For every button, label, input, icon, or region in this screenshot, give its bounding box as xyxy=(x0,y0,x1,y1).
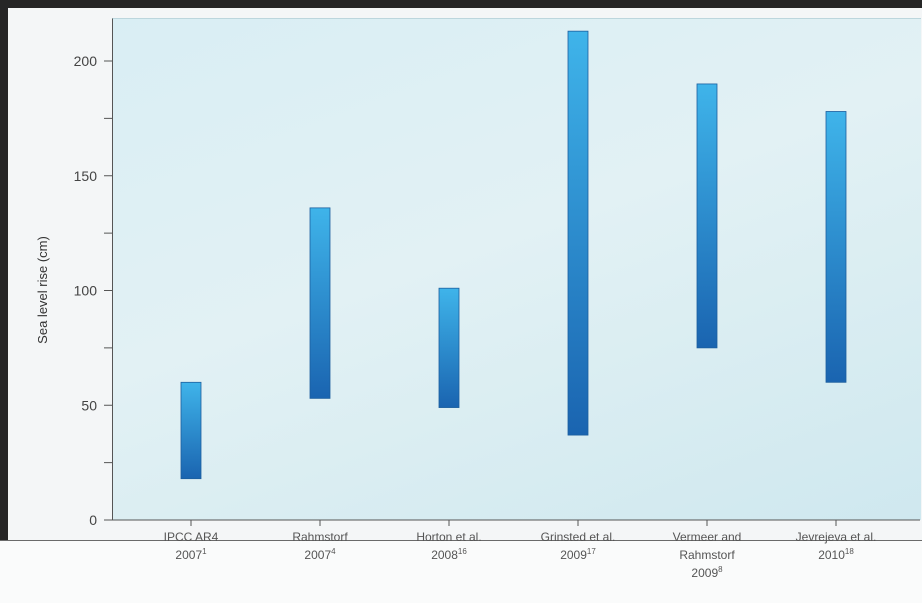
x-category-sublabel: 201018 xyxy=(818,547,854,562)
x-category-sublabel: 200917 xyxy=(560,547,596,562)
band-divider xyxy=(0,540,922,541)
range-bar xyxy=(696,83,718,349)
y-tick-label: 150 xyxy=(74,168,98,184)
x-category-label: Jevrejeva et al. xyxy=(796,530,877,544)
x-category-sublabel: 20074 xyxy=(304,547,336,562)
y-tick-label: 50 xyxy=(81,397,97,413)
x-category-label: Horton et al. xyxy=(416,530,481,544)
range-bar xyxy=(180,381,202,480)
x-labels-group: IPCC AR4 20071 Rahmstorf 20074 Horton et al.… xyxy=(164,520,877,580)
left-border xyxy=(0,0,8,603)
range-bar xyxy=(567,30,589,436)
x-category-label: Grinsted et al. xyxy=(541,530,616,544)
y-tick-label: 0 xyxy=(89,512,97,528)
x-category-label: IPCC AR4 xyxy=(164,530,219,544)
range-bar xyxy=(309,207,331,399)
y-axis: 0 50 100 150 200 xyxy=(74,53,112,528)
x-category-label: Rahmstorf xyxy=(292,530,348,544)
top-border xyxy=(0,0,922,8)
plot-area xyxy=(112,18,921,520)
range-bar xyxy=(438,287,460,408)
bars-group xyxy=(180,30,847,480)
y-axis-label: Sea level rise (cm) xyxy=(35,236,50,344)
x-category-year: 20098 xyxy=(691,565,723,580)
x-category-label: Vermeer and xyxy=(673,530,742,544)
y-tick-label: 100 xyxy=(74,283,98,299)
x-category-sublabel: 200816 xyxy=(431,547,467,562)
y-tick-label: 200 xyxy=(74,53,98,69)
range-bar xyxy=(825,111,847,383)
x-category-sublabel: Rahmstorf xyxy=(679,548,735,562)
x-category-sublabel: 20071 xyxy=(175,547,207,562)
label-band xyxy=(0,540,922,603)
